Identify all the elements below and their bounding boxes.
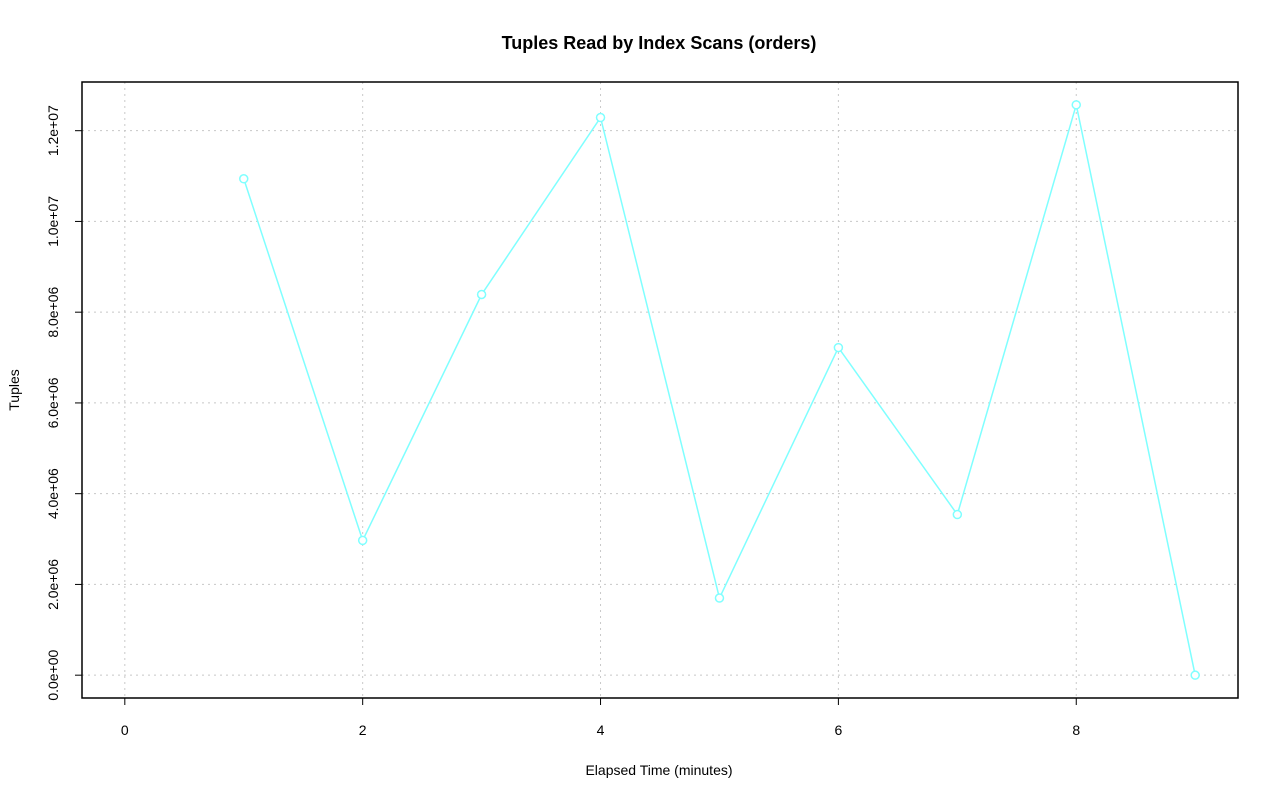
x-tick-label: 4 [597,722,605,738]
x-tick-label: 6 [834,722,842,738]
data-point [952,509,963,520]
data-point [833,342,844,353]
y-tick-label: 2.0e+06 [45,559,61,610]
x-axis-title: Elapsed Time (minutes) [585,762,732,778]
y-axis-title: Tuples [6,369,22,411]
data-point [595,112,606,123]
x-tick-label: 2 [359,722,367,738]
data-point [1071,100,1082,110]
data-point [357,535,368,546]
y-tick-label: 4.0e+06 [45,468,61,519]
data-point [476,289,487,300]
data-point [1190,670,1200,680]
data-point [238,174,249,184]
data-point [714,593,725,603]
y-tick-label: 1.2e+07 [45,105,61,156]
chart-title: Tuples Read by Index Scans (orders) [502,33,817,53]
y-tick-label: 8.0e+06 [45,286,61,337]
y-tick-label: 1.0e+07 [45,196,61,247]
y-tick-label: 0.0e+00 [45,649,61,700]
plot-frame [81,81,1239,699]
x-tick-label: 0 [121,722,129,738]
y-tick-label: 6.0e+06 [45,377,61,428]
x-tick-label: 8 [1072,722,1080,738]
